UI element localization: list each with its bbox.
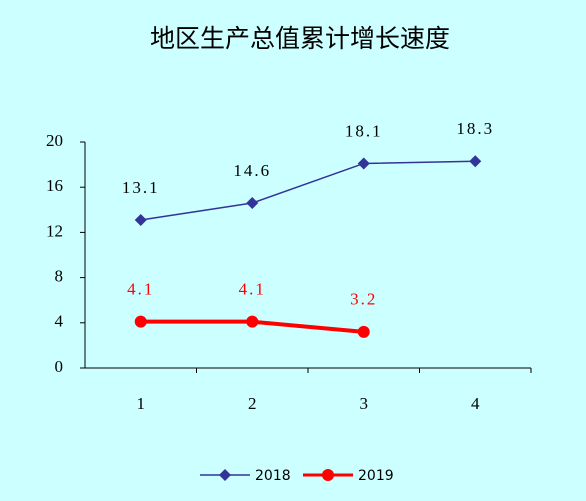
point <box>246 315 259 328</box>
legend-marker <box>219 469 231 481</box>
data-label: 14.6 <box>233 161 271 180</box>
data-label: 18.1 <box>345 121 383 140</box>
data-label: 4.1 <box>239 280 266 299</box>
point <box>469 155 482 168</box>
y-tick-label: 8 <box>55 267 64 286</box>
y-tick-label: 20 <box>46 131 63 150</box>
point <box>357 325 370 338</box>
point <box>134 315 147 328</box>
x-tick-label: 1 <box>137 394 146 413</box>
y-tick-label: 16 <box>46 176 63 195</box>
legend-marker <box>322 469 334 481</box>
x-tick-label: 3 <box>360 394 369 413</box>
series-line <box>140 160 476 221</box>
data-label: 3.2 <box>350 290 377 309</box>
data-label: 4.1 <box>127 280 154 299</box>
y-tick-label: 4 <box>55 312 64 331</box>
legend-label: 2019 <box>358 468 394 484</box>
data-label: 13.1 <box>122 178 160 197</box>
y-tick-label: 12 <box>46 221 63 240</box>
x-tick-label: 2 <box>248 394 257 413</box>
point <box>357 157 370 170</box>
point <box>246 197 259 210</box>
x-tick-label: 4 <box>471 394 480 413</box>
point <box>134 213 147 226</box>
chart-title: 地区生产总值累计增长速度 <box>150 24 450 53</box>
legend-label: 2018 <box>255 468 291 484</box>
y-tick-label: 0 <box>55 357 64 376</box>
data-label: 18.3 <box>456 119 494 138</box>
